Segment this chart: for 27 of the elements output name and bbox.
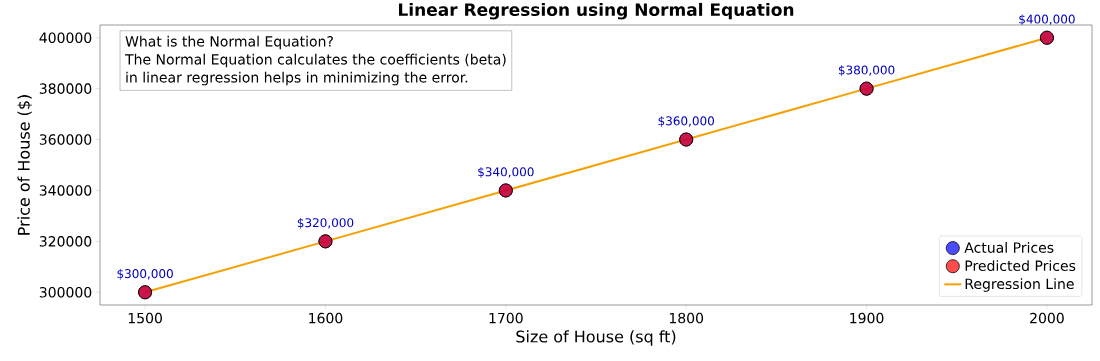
data-label: $340,000 bbox=[478, 167, 534, 178]
x-tick-label: 1500 bbox=[128, 312, 162, 324]
data-label: $380,000 bbox=[838, 65, 895, 77]
data-label: $320,000 bbox=[297, 217, 354, 229]
y-axis-title: Price of House ($) bbox=[17, 95, 32, 235]
x-tick-label: 1800 bbox=[669, 312, 704, 324]
annotation: What is the Normal Equation? bbox=[125, 35, 333, 50]
x-tick-label: 1600 bbox=[309, 312, 343, 324]
y-tick-label: 320000 bbox=[39, 236, 92, 247]
y-tick-label: 380000 bbox=[39, 83, 92, 94]
x-tick-label: 1700 bbox=[489, 312, 523, 324]
chart-title: Linear Regression using Normal Equation bbox=[399, 2, 794, 20]
legend-label: Actual Prices bbox=[964, 242, 1054, 253]
annotation: The Normal Equation calculates the coefficients (beta) bbox=[125, 53, 506, 68]
y-tick-label: 400000 bbox=[39, 32, 92, 44]
legend-label: Regression Line bbox=[965, 278, 1074, 292]
x-tick-label: 2000 bbox=[1030, 312, 1064, 324]
x-axis-title: Size of House (sq ft) bbox=[516, 330, 676, 346]
y-tick-label: 360000 bbox=[39, 134, 92, 145]
legend-label: Predicted Prices bbox=[965, 260, 1076, 271]
y-tick-label: 300000 bbox=[39, 286, 92, 298]
x-tick-label: 1900 bbox=[850, 312, 884, 324]
data-label: $300,000 bbox=[117, 268, 173, 280]
y-tick-label: 340000 bbox=[39, 185, 92, 196]
data-label: $360,000 bbox=[658, 116, 715, 128]
data-label: $400,000 bbox=[1019, 14, 1075, 26]
annotation: in linear regression helps in minimizing the error. bbox=[126, 71, 468, 86]
